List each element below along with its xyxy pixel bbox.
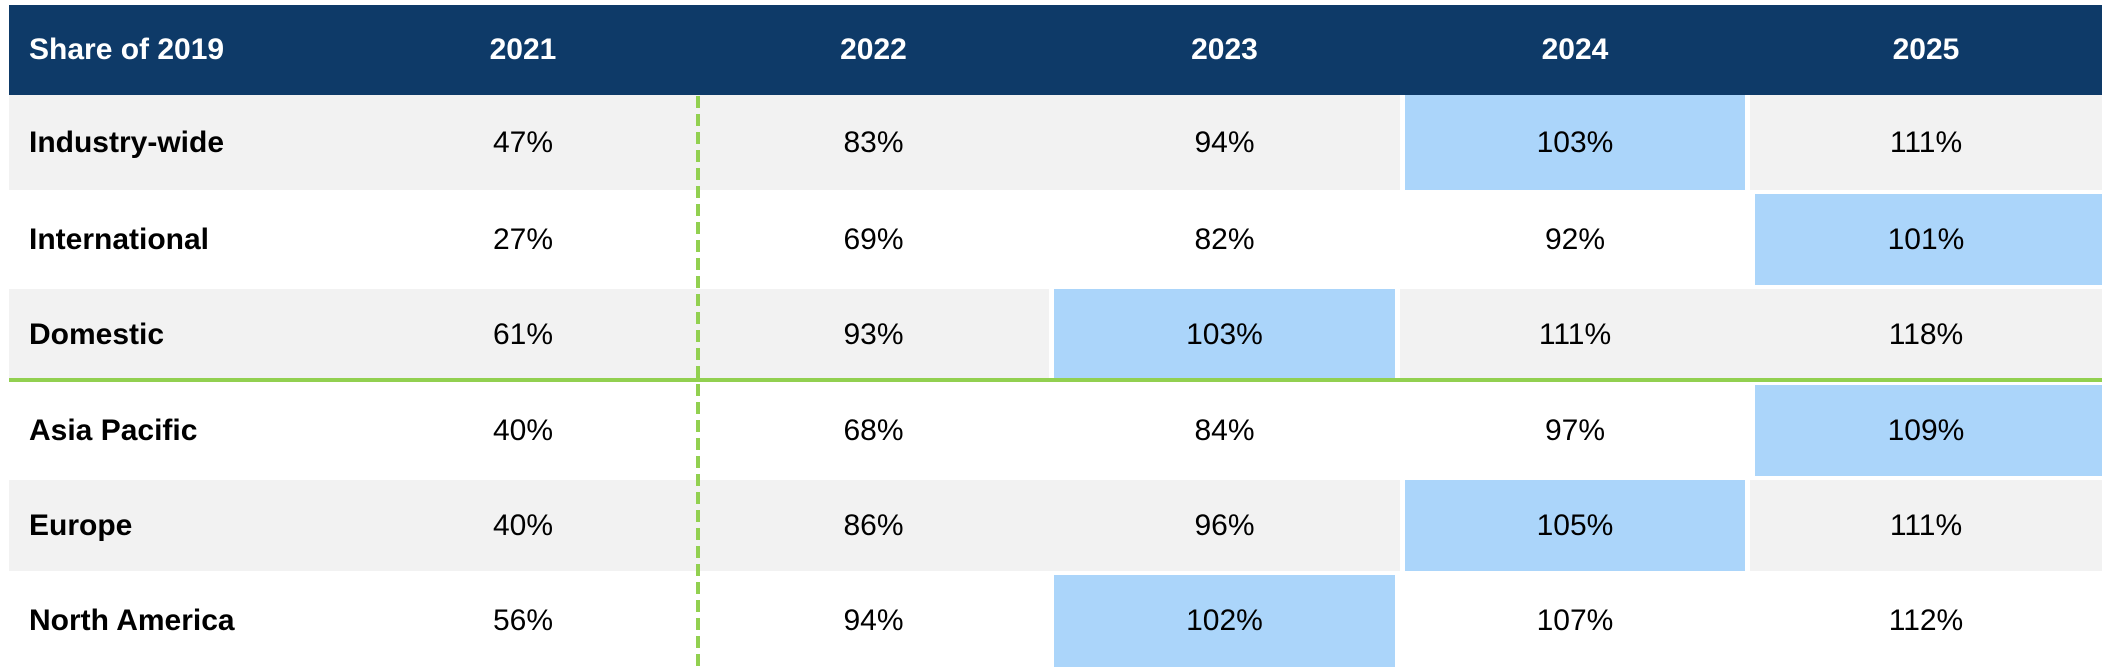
value-cell: 47%: [348, 95, 698, 190]
value-cell: 111%: [1750, 476, 2102, 571]
row-label: Europe: [9, 476, 348, 571]
row-label: Asia Pacific: [9, 381, 348, 476]
value-cell: 112%: [1750, 571, 2102, 667]
value-cell-highlighted: 101%: [1750, 190, 2102, 285]
value-cell-highlighted: 103%: [1400, 95, 1750, 190]
value-cell: 40%: [348, 381, 698, 476]
column-header-2025: 2025: [1750, 5, 2102, 95]
column-header-2023: 2023: [1049, 5, 1400, 95]
table-row-domestic: Domestic 61% 93% 103% 111% 118%: [9, 285, 2102, 381]
column-header-2024: 2024: [1400, 5, 1750, 95]
value-cell: 40%: [348, 476, 698, 571]
value-cell: 111%: [1400, 285, 1750, 381]
value-cell: 86%: [698, 476, 1049, 571]
value-cell-highlighted: 105%: [1400, 476, 1750, 571]
row-label: Domestic: [9, 285, 348, 381]
forecast-divider-dashed-line: [696, 96, 700, 667]
value-cell: 107%: [1400, 571, 1750, 667]
table-row-north-america: North America 56% 94% 102% 107% 112%: [9, 571, 2102, 667]
value-cell: 68%: [698, 381, 1049, 476]
share-of-2019-table: Share of 2019 2021 2022 2023 2024 2025 I…: [9, 5, 2102, 667]
value-cell: 118%: [1750, 285, 2102, 381]
column-header-2021: 2021: [348, 5, 698, 95]
value-cell: 69%: [698, 190, 1049, 285]
value-cell: 96%: [1049, 476, 1400, 571]
value-cell: 27%: [348, 190, 698, 285]
header-row: Share of 2019 2021 2022 2023 2024 2025: [9, 5, 2102, 95]
table-row-europe: Europe 40% 86% 96% 105% 111%: [9, 476, 2102, 571]
value-cell: 93%: [698, 285, 1049, 381]
value-cell: 61%: [348, 285, 698, 381]
value-cell: 92%: [1400, 190, 1750, 285]
value-cell-highlighted: 109%: [1750, 381, 2102, 476]
table-row-international: International 27% 69% 82% 92% 101%: [9, 190, 2102, 285]
row-label: International: [9, 190, 348, 285]
value-cell: 97%: [1400, 381, 1750, 476]
table-row-asia-pacific: Asia Pacific 40% 68% 84% 97% 109%: [9, 381, 2102, 476]
value-cell: 84%: [1049, 381, 1400, 476]
region-separator-line: [9, 378, 2102, 382]
table-row-industry-wide: Industry-wide 47% 83% 94% 103% 111%: [9, 95, 2102, 190]
value-cell-highlighted: 103%: [1049, 285, 1400, 381]
row-label: Industry-wide: [9, 95, 348, 190]
value-cell: 94%: [1049, 95, 1400, 190]
value-cell: 82%: [1049, 190, 1400, 285]
table-title-cell: Share of 2019: [9, 5, 348, 95]
value-cell: 111%: [1750, 95, 2102, 190]
row-label: North America: [9, 571, 348, 667]
value-cell: 56%: [348, 571, 698, 667]
value-cell-highlighted: 102%: [1049, 571, 1400, 667]
value-cell: 94%: [698, 571, 1049, 667]
value-cell: 83%: [698, 95, 1049, 190]
column-header-2022: 2022: [698, 5, 1049, 95]
